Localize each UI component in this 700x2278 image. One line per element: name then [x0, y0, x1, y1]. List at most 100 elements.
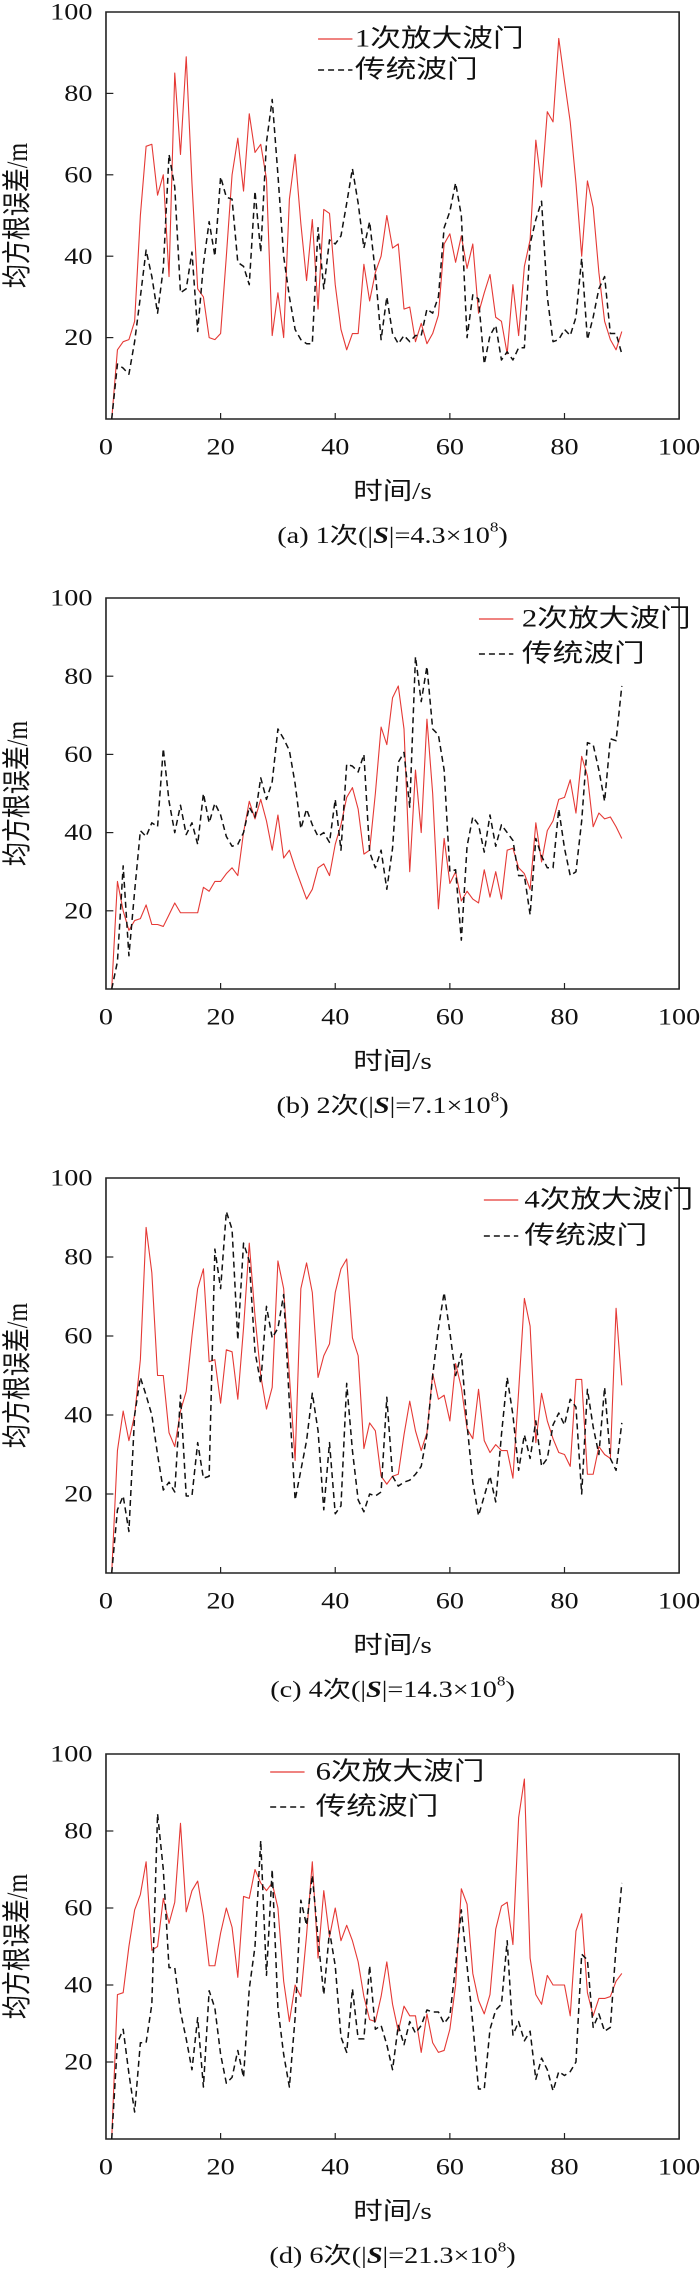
legend-label: 6次放大波门 — [316, 1757, 485, 1786]
chart-caption: (c) 4次(|S|=14.3×108) — [270, 1674, 515, 1702]
x-tick-label: 20 — [206, 434, 234, 460]
caption-prefix: (c) 4次(| — [270, 1676, 366, 1702]
chart-c: 0 20 40 60 80 100 20 40 60 80 100 均方根误差/m 时间/s (c) 4次… — [1, 1165, 700, 1702]
y-axis-label: 均方根误差/m — [1, 1874, 34, 2019]
x-axis-label: 时间/s — [353, 1632, 432, 1659]
y-tick-label: 100 — [50, 1165, 92, 1191]
caption-suffix: |=7.1×10 — [390, 1092, 491, 1118]
y-tick-label: 20 — [64, 898, 92, 924]
x-axis-label: 时间/s — [353, 2198, 432, 2225]
x-tick-label: 60 — [436, 434, 464, 460]
x-tick-label: 20 — [206, 1588, 234, 1614]
x-tick-label: 100 — [658, 1588, 700, 1614]
caption-sup: 8 — [491, 1090, 500, 1105]
x-tick-label: 0 — [99, 1004, 113, 1030]
legend-label: 传统波门 — [522, 639, 645, 668]
x-axis-label: 时间/s — [353, 478, 432, 505]
y-tick-label: 40 — [64, 1972, 92, 1998]
chart-b: 0 20 40 60 80 100 20 40 60 80 100 均方根误差/m 时间/s (b) 2次… — [1, 585, 700, 1118]
caption-suffix: |=4.3×10 — [389, 522, 490, 548]
chart-d: 0 20 40 60 80 100 20 40 60 80 100 均方根误差/m 时间/s (d) 6次… — [1, 1741, 700, 2268]
x-tick-label: 0 — [99, 434, 113, 460]
caption-close: ) — [505, 1676, 514, 1702]
caption-symbol: S — [366, 1676, 382, 1702]
caption-close: ) — [498, 522, 507, 548]
x-tick-label: 0 — [99, 2154, 113, 2180]
caption-symbol: S — [367, 2242, 383, 2268]
y-tick-label: 20 — [64, 1481, 92, 1507]
series-line-conventional-gate — [112, 657, 622, 989]
chart-caption: (d) 6次(|S|=21.3×108) — [269, 2240, 515, 2268]
series-line-amplified-gate — [112, 38, 622, 419]
x-tick-label: 20 — [206, 2154, 234, 2180]
caption-close: ) — [499, 1092, 508, 1118]
legend-label: 传统波门 — [355, 55, 478, 84]
caption-prefix: (a) 1次(| — [277, 522, 373, 548]
series-line-amplified-gate — [112, 1227, 622, 1573]
plot-frame — [106, 1178, 679, 1573]
y-tick-label: 80 — [64, 1818, 92, 1844]
y-tick-label: 80 — [64, 1244, 92, 1270]
caption-sup: 8 — [498, 2240, 507, 2255]
y-tick-label: 80 — [64, 663, 92, 689]
plot-frame — [106, 1754, 679, 2139]
x-tick-label: 40 — [321, 2154, 349, 2180]
caption-prefix: (b) 2次(| — [276, 1092, 373, 1118]
x-tick-label: 20 — [206, 1004, 234, 1030]
x-tick-label: 40 — [321, 1004, 349, 1030]
x-tick-label: 60 — [436, 1588, 464, 1614]
x-tick-label: 100 — [658, 2154, 700, 2180]
legend-label: 1次放大波门 — [355, 24, 524, 53]
x-tick-label: 100 — [658, 1004, 700, 1030]
y-tick-label: 100 — [50, 1741, 92, 1767]
x-tick-label: 80 — [550, 434, 578, 460]
y-axis-label: 均方根误差/m — [1, 143, 34, 288]
caption-prefix: (d) 6次(| — [269, 2242, 366, 2268]
x-tick-label: 60 — [436, 1004, 464, 1030]
x-tick-label: 40 — [321, 1588, 349, 1614]
caption-symbol: S — [373, 522, 389, 548]
y-tick-label: 80 — [64, 80, 92, 106]
series-line-conventional-gate — [112, 1212, 622, 1573]
legend-label: 2次放大波门 — [522, 604, 691, 633]
x-tick-label: 60 — [436, 2154, 464, 2180]
chart-caption: (a) 1次(|S|=4.3×108) — [277, 520, 508, 548]
y-axis-label: 均方根误差/m — [1, 721, 34, 866]
y-tick-label: 60 — [64, 162, 92, 188]
caption-symbol: S — [374, 1092, 390, 1118]
series-line-conventional-gate — [112, 1814, 622, 2139]
x-tick-label: 80 — [550, 2154, 578, 2180]
caption-sup: 8 — [490, 520, 499, 535]
x-tick-label: 100 — [658, 434, 700, 460]
y-axis-label: 均方根误差/m — [1, 1303, 34, 1448]
y-tick-label: 100 — [50, 0, 92, 25]
legend-label: 4次放大波门 — [524, 1185, 693, 1214]
y-tick-label: 20 — [64, 2049, 92, 2075]
caption-suffix: |=14.3×10 — [382, 1676, 497, 1702]
legend-label: 传统波门 — [316, 1792, 439, 1821]
y-tick-label: 40 — [64, 820, 92, 846]
y-tick-label: 40 — [64, 1402, 92, 1428]
y-tick-label: 60 — [64, 1323, 92, 1349]
x-tick-label: 80 — [550, 1004, 578, 1030]
y-tick-label: 100 — [50, 585, 92, 611]
caption-close: ) — [506, 2242, 515, 2268]
x-tick-label: 80 — [550, 1588, 578, 1614]
chart-a: 0 20 40 60 80 100 20 40 60 80 100 均方根误差/m 时间/s (a) 1次… — [1, 0, 700, 548]
x-tick-label: 0 — [99, 1588, 113, 1614]
caption-suffix: |=21.3×10 — [383, 2242, 498, 2268]
plot-frame — [106, 598, 679, 989]
plot-frame — [106, 12, 679, 419]
x-axis-label: 时间/s — [353, 1048, 432, 1075]
y-tick-label: 20 — [64, 325, 92, 351]
caption-sup: 8 — [497, 1674, 506, 1689]
chart-caption: (b) 2次(|S|=7.1×108) — [276, 1090, 508, 1118]
series-line-conventional-gate — [112, 100, 622, 420]
y-tick-label: 60 — [64, 1895, 92, 1921]
y-tick-label: 40 — [64, 243, 92, 269]
legend-label: 传统波门 — [524, 1221, 647, 1250]
x-tick-label: 40 — [321, 434, 349, 460]
series-line-amplified-gate — [112, 1779, 622, 2139]
series-line-amplified-gate — [112, 686, 622, 989]
